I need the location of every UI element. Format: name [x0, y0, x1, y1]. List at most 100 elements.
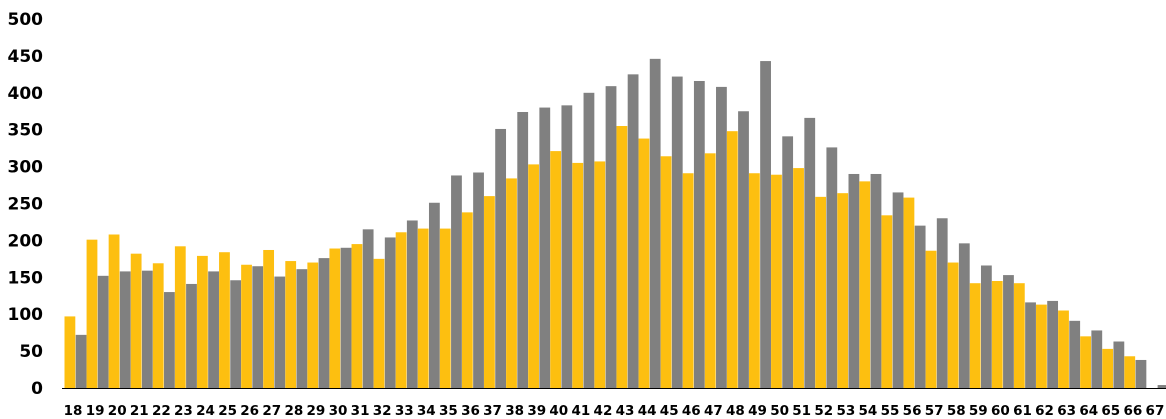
- x-tick-label: 44: [638, 403, 657, 419]
- x-tick-label: 47: [704, 403, 723, 419]
- bar-series-1-37: [484, 196, 495, 388]
- bar-series-1-38: [506, 178, 517, 388]
- x-tick-label: 25: [218, 403, 237, 419]
- x-tick-label: 26: [240, 403, 259, 419]
- x-tick-label: 32: [373, 403, 392, 419]
- bar-series-1-61: [1013, 283, 1025, 388]
- x-tick-label: 38: [505, 403, 524, 419]
- x-tick-label: 19: [86, 403, 105, 419]
- bars-group: [64, 58, 1166, 389]
- bar-series-2-42: [605, 86, 617, 388]
- x-tick-label: 43: [616, 403, 635, 419]
- x-tick-label: 36: [461, 403, 480, 419]
- bar-series-2-38: [517, 111, 529, 389]
- bar-series-2-28: [296, 269, 308, 388]
- x-tick-label: 54: [859, 403, 878, 419]
- bar-series-1-29: [307, 262, 319, 388]
- bar-series-1-46: [682, 173, 694, 388]
- y-tick-label: 150: [8, 268, 44, 288]
- bar-series-2-63: [1069, 320, 1081, 388]
- bar-series-2-58: [958, 243, 970, 388]
- bar-series-1-35: [439, 228, 451, 388]
- y-axis: 0 50 100 150 200 250 300 350 400 450 500: [8, 10, 44, 399]
- bar-series-1-22: [152, 263, 164, 388]
- bar-series-1-54: [859, 181, 871, 388]
- x-tick-label: 52: [814, 403, 833, 419]
- y-tick-label: 450: [8, 47, 44, 67]
- x-tick-label: 51: [792, 403, 811, 419]
- bar-series-1-52: [815, 196, 827, 388]
- bar-series-1-64: [1080, 336, 1091, 388]
- x-tick-label: 30: [329, 403, 348, 419]
- bar-series-1-50: [771, 174, 782, 388]
- bar-series-1-19: [86, 239, 98, 388]
- bar-series-1-30: [329, 248, 341, 388]
- x-tick-label: 41: [571, 403, 590, 419]
- bar-series-1-36: [461, 212, 473, 388]
- x-tick-label: 66: [1123, 403, 1142, 419]
- x-tick-label: 37: [483, 403, 502, 419]
- bar-series-2-33: [406, 220, 418, 388]
- x-tick-label: 34: [417, 403, 436, 419]
- bar-series-1-57: [925, 250, 937, 388]
- bar-series-2-30: [340, 247, 352, 388]
- bar-series-2-40: [561, 105, 573, 388]
- bar-series-1-45: [660, 156, 672, 388]
- x-tick-label: 33: [395, 403, 414, 419]
- x-tick-label: 20: [108, 403, 127, 419]
- bar-series-1-20: [108, 234, 120, 388]
- bar-series-1-65: [1102, 348, 1114, 388]
- bar-series-2-31: [362, 229, 374, 388]
- bar-series-2-50: [782, 136, 794, 388]
- x-tick-label: 58: [947, 403, 966, 419]
- bar-series-1-18: [64, 316, 76, 388]
- bar-series-2-32: [384, 237, 396, 388]
- x-tick-label: 65: [1101, 403, 1120, 419]
- bar-series-1-43: [616, 126, 628, 388]
- x-tick-label: 63: [1057, 403, 1076, 419]
- y-tick-label: 100: [8, 305, 44, 325]
- bar-series-1-42: [594, 161, 606, 388]
- bar-series-2-55: [892, 192, 904, 388]
- x-tick-label: 55: [881, 403, 900, 419]
- bar-series-1-28: [285, 261, 297, 388]
- bar-series-2-57: [936, 218, 948, 388]
- bar-series-2-54: [870, 173, 882, 388]
- bar-series-1-51: [793, 168, 804, 388]
- y-tick-label: 350: [8, 121, 44, 141]
- bar-series-1-56: [903, 197, 915, 388]
- bar-series-2-53: [848, 173, 860, 388]
- bar-series-2-41: [583, 92, 595, 389]
- bar-series-2-62: [1047, 300, 1059, 388]
- bar-series-2-64: [1091, 330, 1103, 388]
- x-tick-label: 45: [660, 403, 679, 419]
- bar-series-2-22: [164, 292, 175, 388]
- bar-series-2-19: [97, 275, 109, 388]
- x-tick-label: 27: [262, 403, 281, 419]
- bar-series-2-51: [804, 117, 816, 388]
- bar-series-1-21: [130, 253, 142, 388]
- x-tick-label: 31: [351, 403, 370, 419]
- bar-series-2-66: [1135, 359, 1147, 388]
- x-tick-label: 49: [748, 403, 767, 419]
- x-tick-label: 62: [1035, 403, 1054, 419]
- bar-series-2-67: [1157, 385, 1166, 388]
- bar-series-2-25: [230, 280, 242, 388]
- bar-series-2-35: [451, 175, 462, 388]
- bar-series-2-36: [473, 172, 484, 388]
- bar-series-2-24: [208, 271, 219, 388]
- bar-series-1-55: [881, 215, 893, 388]
- bar-series-1-40: [550, 151, 562, 388]
- bar-series-2-49: [760, 61, 771, 388]
- bar-series-1-24: [196, 255, 208, 388]
- bar-series-2-65: [1113, 341, 1125, 388]
- x-axis: 18 19 20 21 22 23 24 25 26 27 28 29 30 31 32 33 34 35 36 37…: [62, 388, 1166, 419]
- bar-series-2-29: [318, 258, 330, 388]
- bar-series-1-48: [726, 131, 738, 388]
- bar-series-2-44: [649, 58, 661, 388]
- bar-series-2-27: [274, 276, 286, 388]
- bar-series-1-34: [417, 228, 429, 388]
- y-tick-label: 50: [19, 342, 43, 362]
- x-tick-label: 21: [130, 403, 149, 419]
